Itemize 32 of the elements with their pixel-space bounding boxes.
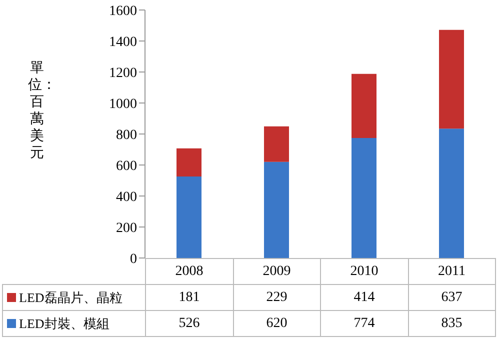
- y-tick-label: 200: [116, 220, 137, 236]
- data-label: 229: [233, 284, 320, 310]
- y-tick-label: 1400: [109, 34, 137, 50]
- y-tick-label: 800: [116, 128, 137, 143]
- legend-label: LED磊晶片、晶粒: [2, 284, 146, 310]
- y-tick-label: 1200: [109, 66, 137, 81]
- x-tick-label: 2008: [146, 258, 233, 284]
- y-tick-label: 600: [116, 158, 137, 174]
- x-tick-label: 2009: [233, 258, 320, 284]
- y-axis-title: 單位：百萬美元: [28, 60, 56, 162]
- bar: [352, 74, 376, 138]
- data-label: 181: [146, 284, 233, 310]
- data-label: 414: [320, 284, 408, 310]
- bar: [439, 128, 464, 258]
- data-label: 835: [408, 310, 496, 336]
- bar: [439, 30, 464, 129]
- bar: [264, 162, 289, 258]
- bar: [176, 176, 202, 258]
- y-tick-label: 1600: [109, 4, 137, 19]
- legend-label: LED封裝、模組: [2, 310, 146, 336]
- data-label: 620: [233, 310, 320, 336]
- data-label: 526: [146, 310, 233, 336]
- y-tick-label: 1000: [109, 96, 137, 112]
- x-tick-label: 2011: [408, 258, 496, 284]
- y-tick-label: 400: [116, 190, 137, 205]
- bar: [352, 138, 376, 258]
- y-tick-label: 0: [130, 252, 137, 267]
- bar: [264, 126, 289, 162]
- bar: [176, 148, 202, 176]
- x-tick-label: 2010: [320, 258, 408, 284]
- data-label: 774: [320, 310, 408, 336]
- data-label: 637: [408, 284, 496, 310]
